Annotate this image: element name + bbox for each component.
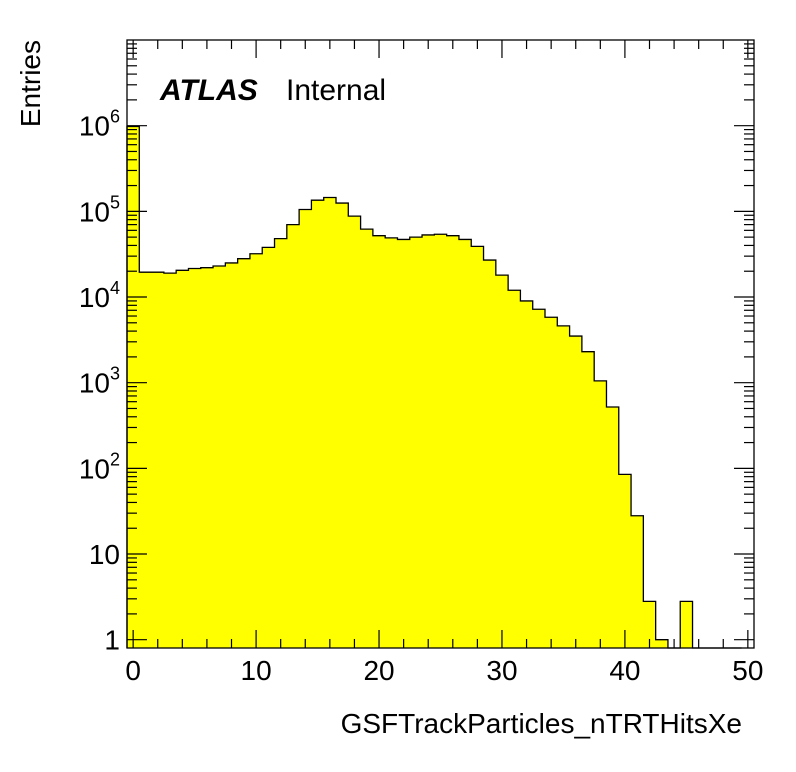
y-axis-label: Entries xyxy=(15,40,46,127)
x-tick-label: 20 xyxy=(363,655,394,686)
histogram-bar xyxy=(495,275,509,648)
histogram-bar xyxy=(200,267,214,648)
histogram-bar xyxy=(643,601,657,648)
histogram-bar xyxy=(385,237,398,648)
histogram-bar xyxy=(409,237,423,648)
histogram-outline xyxy=(126,125,742,649)
histogram-bar xyxy=(520,300,534,648)
histogram-bar xyxy=(581,351,595,648)
histogram-bar xyxy=(139,272,152,648)
histogram-bar xyxy=(397,239,411,648)
histogram-bar xyxy=(557,325,570,648)
histogram-bar xyxy=(631,515,644,648)
histogram-bar xyxy=(569,336,583,648)
atlas-label: ATLAS xyxy=(159,74,258,107)
histogram-bar xyxy=(348,216,361,648)
histogram-bar xyxy=(262,247,275,648)
histogram-bar xyxy=(286,224,300,649)
histogram-bar xyxy=(545,317,558,648)
histogram-bar xyxy=(446,235,460,649)
histogram-bar xyxy=(483,260,497,648)
y-tick-label: 104 xyxy=(79,278,120,313)
histogram-bar xyxy=(323,197,337,648)
histogram-bar xyxy=(372,235,386,649)
histogram-bar xyxy=(213,266,226,648)
histogram-bar xyxy=(680,601,693,648)
x-tick-label: 10 xyxy=(241,655,272,686)
internal-label: Internal xyxy=(286,74,386,107)
x-tick-label: 30 xyxy=(486,655,517,686)
histogram-bar xyxy=(249,253,263,649)
histogram-bar xyxy=(594,380,607,648)
histogram-bar xyxy=(163,273,177,648)
histogram-bar xyxy=(458,239,472,648)
histogram-bar xyxy=(508,290,521,648)
x-tick-label: 50 xyxy=(732,655,763,686)
axis-ticks xyxy=(127,40,754,648)
y-tick-labels: 1 10 102 103 104 105 106 xyxy=(79,107,120,656)
x-tick-labels: 0 10 20 30 40 50 xyxy=(125,655,763,686)
histogram-bar xyxy=(471,246,484,648)
histogram-bar xyxy=(151,272,165,648)
histogram-bar xyxy=(127,126,140,649)
y-tick-label: 106 xyxy=(79,107,120,142)
histogram-bar xyxy=(299,209,312,648)
y-tick-label: 102 xyxy=(79,449,120,484)
histogram-bar xyxy=(188,268,202,648)
y-tick-label: 103 xyxy=(79,364,120,399)
histogram-bar xyxy=(655,639,669,648)
plot-frame xyxy=(126,39,755,649)
histogram-bar xyxy=(311,200,325,648)
histogram-bar xyxy=(606,407,620,648)
y-tick-label: 1 xyxy=(104,625,120,656)
y-tick-label: 10 xyxy=(89,539,120,570)
histogram-bar xyxy=(336,203,349,649)
histogram-bar xyxy=(618,474,632,648)
x-tick-label: 40 xyxy=(609,655,640,686)
histogram-bar xyxy=(225,262,239,648)
y-tick-label: 105 xyxy=(79,192,120,227)
histogram-bar xyxy=(237,258,251,648)
histogram-bar xyxy=(434,234,448,648)
histogram-bar xyxy=(422,234,435,648)
x-tick-label: 0 xyxy=(125,655,141,686)
histogram-bar xyxy=(176,270,189,648)
histogram-bar xyxy=(274,238,288,648)
histogram-bar xyxy=(532,309,546,648)
histogram-bar xyxy=(360,229,374,648)
histogram-bars xyxy=(127,126,693,649)
x-axis-label: GSFTrackParticles_nTRTHitsXe xyxy=(341,708,742,739)
